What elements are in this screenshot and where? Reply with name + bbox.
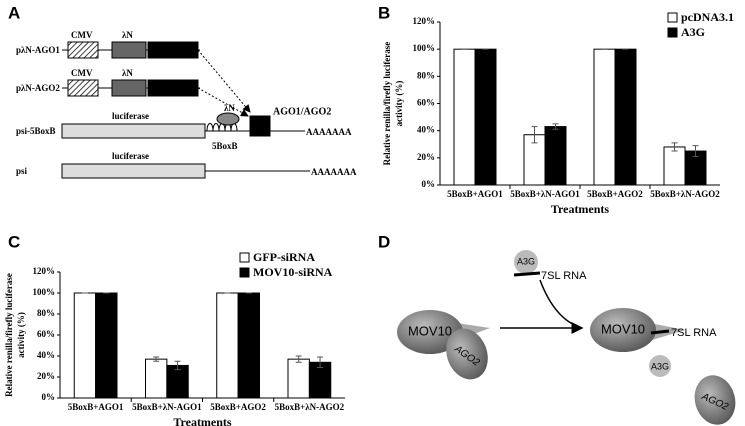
x-tick-label: 5BoxB+AGO2 (210, 402, 266, 412)
x-tick-label: 5BoxB+λN-AGO2 (650, 189, 720, 199)
y-tick-label: 40% (417, 125, 435, 135)
bar (95, 292, 118, 399)
legend-label: MOV10-siRNA (253, 265, 333, 279)
rna-label: 7SL RNA (541, 270, 587, 282)
construct-name: psi (16, 166, 28, 176)
y-tick-label: 0% (422, 179, 436, 189)
legend-swatch (667, 12, 678, 23)
y-axis-title: Relative renilla/firefly luciferase (4, 273, 14, 397)
legend-label: pcDNA3.1 (681, 10, 734, 24)
mov10-label: MOV10 (408, 323, 452, 338)
legend-swatch (667, 27, 678, 38)
y-tick-label: 20% (417, 152, 435, 162)
bar (614, 48, 637, 186)
bar (287, 358, 310, 399)
y-tick-label: 100% (33, 287, 56, 297)
bar (73, 292, 97, 399)
x-tick-label: 5BoxB+λN-AGO1 (510, 189, 580, 199)
legend-swatch (239, 267, 250, 278)
x-tick-label: 5BoxB+AGO2 (587, 189, 643, 199)
y-tick-label: 0% (42, 392, 56, 402)
panel-label: A (8, 3, 20, 22)
y-tick-label: 100% (413, 43, 436, 53)
error-bar (174, 360, 181, 371)
construct-name: pλN-AGO2 (16, 83, 60, 93)
error-bar (692, 145, 699, 157)
y-tick-label: 60% (417, 98, 435, 108)
lambda-label: λN (224, 103, 235, 113)
bar (593, 48, 616, 186)
luciferase-label: luciferase (112, 151, 149, 161)
y-tick-label: 20% (37, 371, 55, 381)
y-tick-label: 80% (417, 70, 435, 80)
polya-label: AAAAAAA (306, 127, 352, 137)
luciferase-label: luciferase (112, 111, 149, 121)
lambda-label: λN (122, 68, 133, 78)
panel-label: D (378, 232, 390, 251)
construct-labels: pλN-AGO1 pλN-AGO2 psi-5BoxB psi CMV CMV … (16, 30, 357, 177)
boxb-label: 5BoxB (212, 141, 238, 151)
legend-label: A3G (681, 25, 705, 39)
bar (145, 358, 168, 399)
error-bar (552, 123, 559, 130)
panel-label: B (378, 3, 390, 22)
y-tick-label: 120% (413, 16, 436, 26)
cmv-label: CMV (71, 30, 93, 40)
bar (544, 126, 567, 186)
x-axis-title: Treatments (551, 202, 610, 216)
error-bar (153, 356, 160, 362)
construct-name: pλN-AGO1 (16, 45, 60, 55)
polya-label: AAAAAAA (311, 167, 357, 177)
x-tick-label: 5BoxB+λN-AGO1 (132, 402, 202, 412)
model-diagram (397, 250, 736, 425)
bar (237, 292, 260, 399)
bar (216, 292, 239, 399)
legend-label: GFP-siRNA (253, 250, 315, 264)
error-bar (531, 126, 538, 144)
y-tick-label: 40% (37, 350, 55, 360)
error-bar (317, 356, 324, 369)
ago-label: AGO1/AGO2 (273, 106, 331, 117)
panel-label: C (8, 232, 20, 251)
y-axis-title: Relative renilla/firefly luciferase (382, 42, 392, 166)
construct-name: psi-5BoxB (16, 126, 56, 136)
a3g-label: A3G (517, 256, 535, 266)
x-tick-label: 5BoxB+AGO1 (68, 402, 124, 412)
rna-label: 7SL RNA (671, 327, 717, 339)
mov10-label: MOV10 (601, 321, 645, 336)
legend-swatch (239, 252, 250, 263)
bar (663, 146, 686, 186)
error-bar (295, 355, 302, 363)
construct-diagram (61, 41, 310, 179)
cmv-label: CMV (71, 68, 93, 78)
error-bar (671, 142, 678, 152)
x-tick-label: 5BoxB+λN-AGO2 (275, 402, 345, 412)
bar (166, 364, 189, 399)
bar (474, 48, 497, 186)
a3g-label: A3G (651, 361, 669, 371)
y-axis-title: activity (%) (394, 81, 404, 127)
y-tick-label: 80% (37, 308, 55, 318)
bar (453, 48, 476, 186)
x-tick-label: 5BoxB+AGO1 (447, 189, 503, 199)
x-axis-title: Treatments (173, 415, 232, 426)
lambda-label: λN (122, 30, 133, 40)
y-tick-label: 120% (33, 266, 56, 276)
y-axis-title: activity (%) (16, 312, 26, 358)
y-tick-label: 60% (37, 329, 55, 339)
